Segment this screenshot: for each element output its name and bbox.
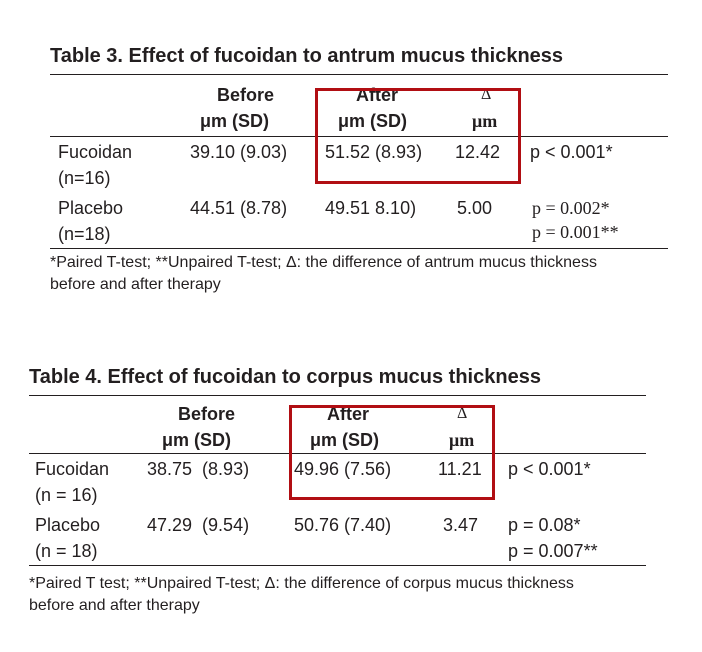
table-4-row-fucoidan-delta: 11.21 <box>438 459 482 479</box>
table-3-footnote-cont: before and after therapy <box>50 276 221 293</box>
table-4-row-placebo-p-paired: p = 0.08* <box>508 515 581 535</box>
table-3-row-placebo-n: (n=18) <box>58 224 111 244</box>
table-4-row-fucoidan-name: Fucoidan <box>35 459 110 479</box>
table-4-row-fucoidan-after: 49.96 (7.56) <box>294 459 392 479</box>
table-3-header-delta-unit: μm <box>472 111 498 131</box>
table-3-row-fucoidan-after: 51.52 (8.93) <box>325 142 423 162</box>
table-3-bottom-rule <box>50 248 668 249</box>
table-3-row-fucoidan-before: 39.10 (9.03) <box>190 142 288 162</box>
table-4-header-after: After <box>327 404 370 424</box>
table-4-row-fucoidan-n: (n = 16) <box>35 485 98 505</box>
table-4-header-after-unit: μm (SD) <box>310 430 380 450</box>
highlight-box <box>315 88 521 184</box>
table-4-header-delta: Δ <box>457 405 468 422</box>
table-3-row-fucoidan-name: Fucoidan <box>58 142 133 162</box>
table-4-footnote: *Paired T test; **Unpaired T-test; Δ: th… <box>29 575 574 592</box>
table-3-row-fucoidan-p: p < 0.001* <box>530 142 613 162</box>
table-4-header-before: Before <box>178 404 236 424</box>
table-3-header-before: Before <box>217 85 275 105</box>
table-4-row-placebo-n: (n = 18) <box>35 541 98 561</box>
table-4-row-fucoidan-before: 38.75 (8.93) <box>147 459 250 479</box>
table-3-header-rule <box>50 136 668 137</box>
table-4-footnote-cont: before and after therapy <box>29 597 200 614</box>
table-4-row-placebo-before: 47.29 (9.54) <box>147 515 250 535</box>
table-3-row-fucoidan-n: (n=16) <box>58 168 111 188</box>
table-4-row-placebo-name: Placebo <box>35 515 101 535</box>
table-3-row-placebo-name: Placebo <box>58 198 124 218</box>
table-4-row-placebo-p-unpaired: p = 0.007** <box>508 541 598 561</box>
table-3-header-after-unit: μm (SD) <box>338 111 408 131</box>
table-3-row-placebo-before: 44.51 (8.78) <box>190 198 288 218</box>
table-4-header-rule <box>29 453 646 454</box>
table-4-row-placebo-after: 50.76 (7.40) <box>294 515 392 535</box>
table-4-title: Table 4. Effect of fucoidan to corpus mu… <box>29 366 541 388</box>
table-3-row-placebo-delta: 5.00 <box>457 198 493 218</box>
table-3-top-rule <box>50 74 668 75</box>
table-4-row-fucoidan-p: p < 0.001* <box>508 459 591 479</box>
table-4-row-placebo-delta: 3.47 <box>443 515 479 535</box>
table-3-header-delta: Δ <box>481 86 492 103</box>
table-3-footnote: *Paired T-test; **Unpaired T-test; Δ: th… <box>50 254 597 271</box>
table-4-top-rule <box>29 395 646 396</box>
table-3-title: Table 3. Effect of fucoidan to antrum mu… <box>50 45 564 67</box>
table-4-header-delta-unit: μm <box>449 430 475 450</box>
highlight-box <box>289 405 495 500</box>
table-4-bottom-rule <box>29 565 646 566</box>
table-3-row-placebo-p-unpaired: p = 0.001** <box>532 222 619 242</box>
table-3-header-before-unit: μm (SD) <box>200 111 270 131</box>
table-4-header-before-unit: μm (SD) <box>162 430 232 450</box>
table-3-row-placebo-p-paired: p = 0.002* <box>532 198 610 218</box>
table-3-row-fucoidan-delta: 12.42 <box>455 142 501 162</box>
table-3-row-placebo-after: 49.51 8.10) <box>325 198 417 218</box>
